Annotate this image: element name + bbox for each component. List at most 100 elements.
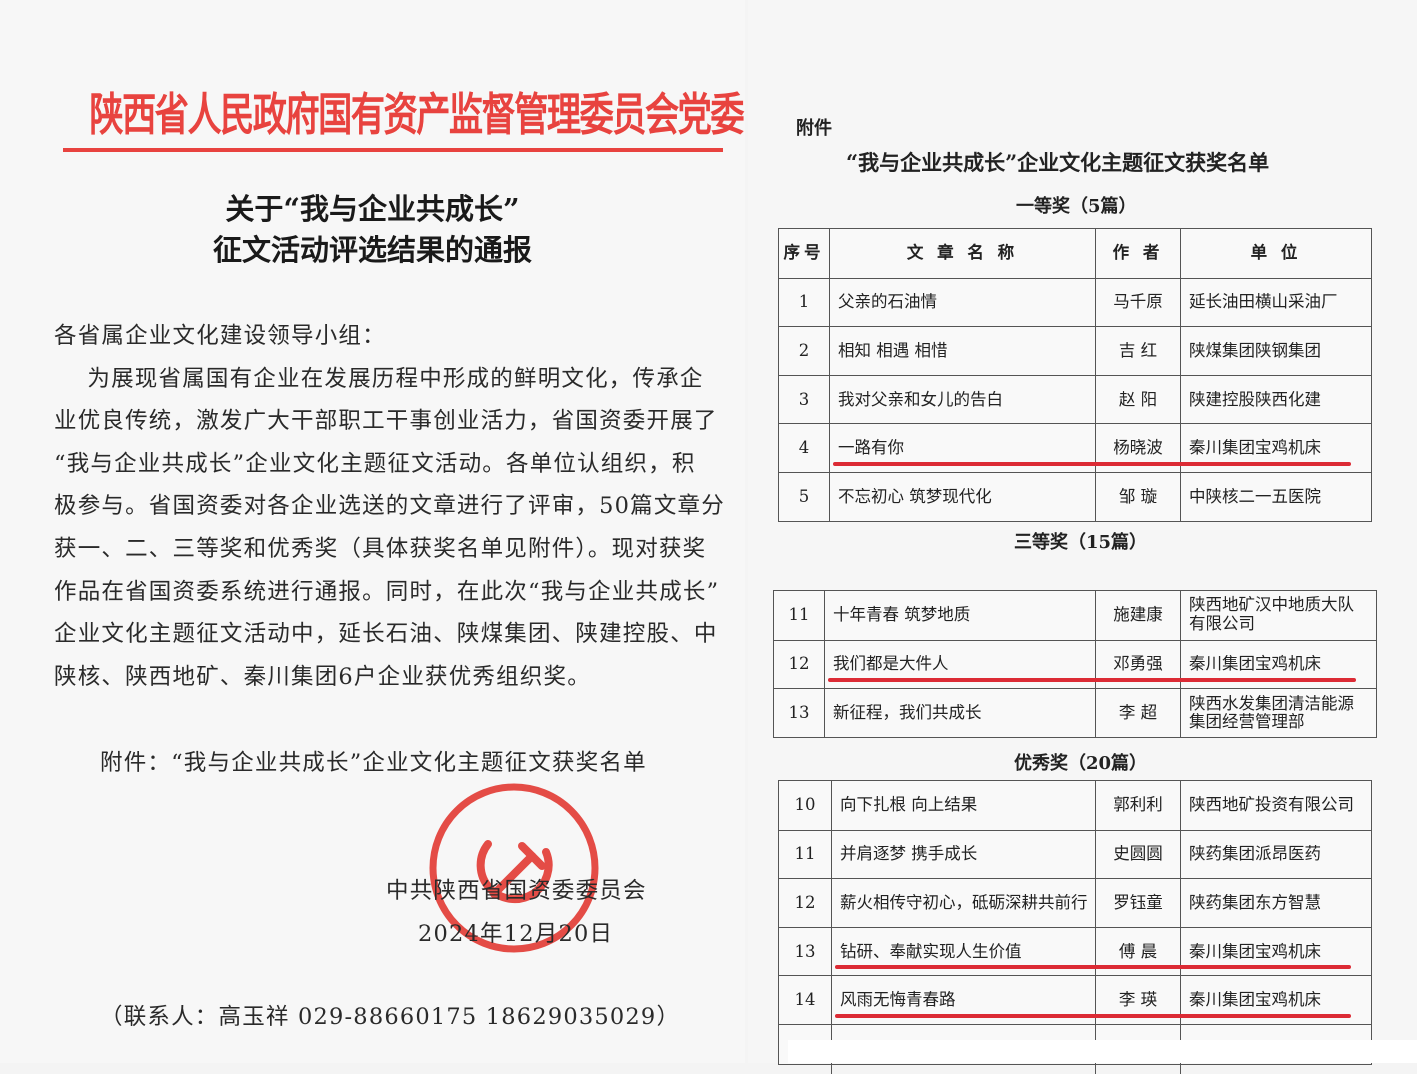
- highlight-underline: [835, 965, 1351, 970]
- cell-no: 12: [788, 654, 810, 674]
- cell-author: 罗钰童: [1095, 879, 1180, 928]
- highlight-underline: [833, 462, 1351, 466]
- column-header: 作 者: [1095, 229, 1180, 278]
- table-row: 4 一路有你 杨晓波 秦川集团宝鸡机床: [779, 423, 1371, 473]
- cell-author: 李 瑛: [1095, 976, 1180, 1025]
- cell-unit: 秦川集团宝鸡机床: [1180, 640, 1376, 690]
- body-line: 企业文化主题征文活动中，延长石油、陕煤集团、陕建控股、中: [54, 621, 718, 648]
- cell-unit: 秦川集团宝鸡机床: [1180, 976, 1371, 1025]
- white-patch: [788, 1040, 1417, 1063]
- table-row: 14 风雨无悔青春路李 瑛秦川集团宝鸡机床: [779, 975, 1371, 1025]
- cell-unit: 秦川集团宝鸡机床: [1180, 424, 1371, 473]
- cell-author: 史圆圆: [1095, 830, 1180, 880]
- cell-author: 傅 晨: [1095, 927, 1180, 977]
- cell-unit: 陕西地矿投资有限公司: [1180, 781, 1371, 830]
- notice-title-line-2: 征文活动评选结果的通报: [212, 233, 532, 267]
- table-row: 12 薪火相传守初心，砥砺深耕共前行 罗钰童 陕药集团东方智慧: [779, 878, 1371, 928]
- cell-unit: 陕建控股陕西化建: [1180, 375, 1371, 425]
- body-line: 获一、二、三等奖和优秀奖（具体获奖名单见附件）。现对获奖: [54, 536, 707, 562]
- cell-author: 马千原: [1095, 278, 1180, 328]
- cell-title: 向下扎根 向上结果: [831, 781, 1095, 830]
- highlight-underline: [828, 678, 1356, 683]
- table-row: 10 向下扎根 向上结果 郭利利 陕西地矿投资有限公司: [779, 781, 1371, 830]
- table-row: 13 钻研、奉献实现人生价值傅 晨秦川集团宝鸡机床: [779, 926, 1371, 977]
- table-row: 13 新征程，我们共成长李 超陕西水发集团清洁能源 集团经营管理部: [774, 688, 1376, 738]
- body-line: 陕核、陕西地矿、秦川集团6户企业获优秀组织奖。: [54, 663, 591, 690]
- cell-author: 李 超: [1095, 689, 1180, 738]
- award-table: 11 十年青春 筑梦地质 施建康 陕西地矿汉中地质大队 有限公司 12 我们都是大件人 邓勇…: [773, 590, 1377, 738]
- cell-title: 钻研、奉献实现人生价值: [831, 927, 1095, 977]
- cell-author: 郭利利: [1095, 781, 1180, 830]
- cell-no: 4: [798, 438, 810, 458]
- section-caption: 三等奖（15篇）: [1014, 532, 1148, 553]
- cell-author: 邹 璇: [1095, 473, 1180, 522]
- cell-title: 薪火相传守初心，砥砺深耕共前行: [831, 879, 1095, 928]
- cell-author: 赵 阳: [1095, 375, 1180, 425]
- cell-unit: 中陕核二一五医院: [1180, 473, 1371, 522]
- cell-title: 不忘初心 筑梦现代化: [829, 473, 1095, 522]
- table-row: 11 并肩逐梦 携手成长 史圆圆 陕药集团派昂医药: [779, 829, 1371, 880]
- annex-label: 附件: [796, 118, 832, 139]
- cell-unit: 陕煤集团陕钢集团: [1180, 327, 1371, 376]
- column-header: 单 位: [1180, 229, 1371, 278]
- notice-page: 陕西省人民政府国有资产监督管理委员会党委 关于“我与企业共成长” 征文活动评选结…: [54, 88, 745, 1030]
- body-line: 作品在省国资委系统进行通报。同时，在此次“我与企业共成长”: [54, 578, 720, 605]
- attachment-note: 附件：“我与企业共成长”企业文化主题征文获奖名单: [100, 750, 647, 776]
- column-header: 序号: [783, 242, 825, 262]
- date: 2024年12月20日: [418, 921, 614, 947]
- cell-no: 11: [788, 604, 810, 624]
- red-divider: [63, 148, 723, 152]
- cell-title: 十年青春 筑梦地质: [824, 591, 1095, 640]
- section-caption: 一等奖（5篇）: [1016, 196, 1137, 217]
- cell-title: 父亲的石油情: [829, 278, 1095, 328]
- cell-unit: 陕药集团派昂医药: [1180, 830, 1371, 880]
- cell-title: 我们都是大件人: [824, 640, 1095, 690]
- award-table: 序号文 章 名 称作 者单 位 1 父亲的石油情 马千原 延长油田横山采油厂 2 相知 相遇…: [778, 228, 1372, 522]
- table-row: 12 我们都是大件人 邓勇强 秦川集团宝鸡机床: [774, 639, 1376, 690]
- cell-title: 我对父亲和女儿的告白: [829, 375, 1095, 425]
- cell-unit: 陕药集团东方智慧: [1180, 879, 1371, 928]
- table-row: 3 我对父亲和女儿的告白赵 阳陕建控股陕西化建: [779, 374, 1371, 425]
- table-header-row: 序号文 章 名 称作 者单 位: [779, 229, 1371, 278]
- cell-author: 邓勇强: [1095, 640, 1180, 690]
- cell-title: 新征程，我们共成长: [824, 689, 1095, 738]
- cell-title: 相知 相遇 相惜: [829, 327, 1095, 376]
- cell-no: 1: [798, 292, 810, 312]
- cell-unit: 秦川集团宝鸡机床: [1180, 927, 1371, 977]
- section-caption: 优秀奖（20篇）: [1014, 753, 1148, 774]
- body-line: 各省属企业文化建设领导小组：: [54, 323, 386, 349]
- table-row: 1 父亲的石油情 马千原 延长油田横山采油厂: [779, 277, 1371, 328]
- cell-author: 吉 红: [1095, 327, 1180, 376]
- contact: （联系人：高玉祥 029-88660175 18629035029）: [100, 1004, 681, 1030]
- cell-no: 12: [794, 893, 816, 912]
- annex-title: “我与企业共成长”企业文化主题征文获奖名单: [846, 150, 1270, 175]
- body-line: 业优良传统，激发广大干部职工干事创业活力，省国资委开展了: [54, 408, 718, 435]
- table-row: 5 不忘初心 筑梦现代化邹 璇中陕核二一五医院: [779, 472, 1371, 522]
- cell-author: 杨晓波: [1095, 424, 1180, 473]
- table-row: 11 十年青春 筑梦地质 施建康 陕西地矿汉中地质大队 有限公司: [774, 591, 1376, 640]
- column-header: 文 章 名 称: [829, 229, 1095, 278]
- cell-no: 13: [794, 941, 816, 961]
- body-line: “我与企业共成长”企业文化主题征文活动。各单位认组织，积: [54, 450, 696, 477]
- cell-title: 风雨无悔青春路: [831, 976, 1095, 1025]
- cell-title: 并肩逐梦 携手成长: [831, 830, 1095, 880]
- hammer-sickle-icon: [476, 840, 553, 904]
- body-line: 为展现省属国有企业在发展历程中形成的鲜明文化，传承企: [54, 365, 704, 392]
- cell-no: 3: [798, 389, 810, 409]
- cell-no: 13: [788, 703, 810, 722]
- cell-no: 11: [794, 844, 816, 864]
- notice-title-line-1: 关于“我与企业共成长”: [225, 192, 520, 226]
- cell-no: 2: [798, 341, 810, 360]
- official-seal: [429, 783, 599, 953]
- table-row: 2 相知 相遇 相惜吉 红陕煤集团陕钢集团: [779, 326, 1371, 376]
- red-header: 陕西省人民政府国有资产监督管理委员会党委: [89, 88, 744, 141]
- body-line: 极参与。省国资委对各企业选送的文章进行了评审，50篇文章分: [54, 493, 725, 520]
- cell-no: 5: [798, 486, 810, 506]
- annex-page: 附件 “我与企业共成长”企业文化主题征文获奖名单 一等奖（5篇） 三等奖（15篇…: [748, 0, 1417, 1074]
- cell-no: 10: [794, 794, 816, 814]
- cell-unit: 延长油田横山采油厂: [1180, 278, 1371, 328]
- cell-title: 一路有你: [829, 424, 1095, 473]
- cell-author: 施建康: [1095, 591, 1180, 640]
- cell-no: 14: [794, 990, 816, 1010]
- award-table: 10 向下扎根 向上结果 郭利利 陕西地矿投资有限公司 11 并肩逐梦 携手成长 史圆圆 陕药…: [778, 780, 1372, 1074]
